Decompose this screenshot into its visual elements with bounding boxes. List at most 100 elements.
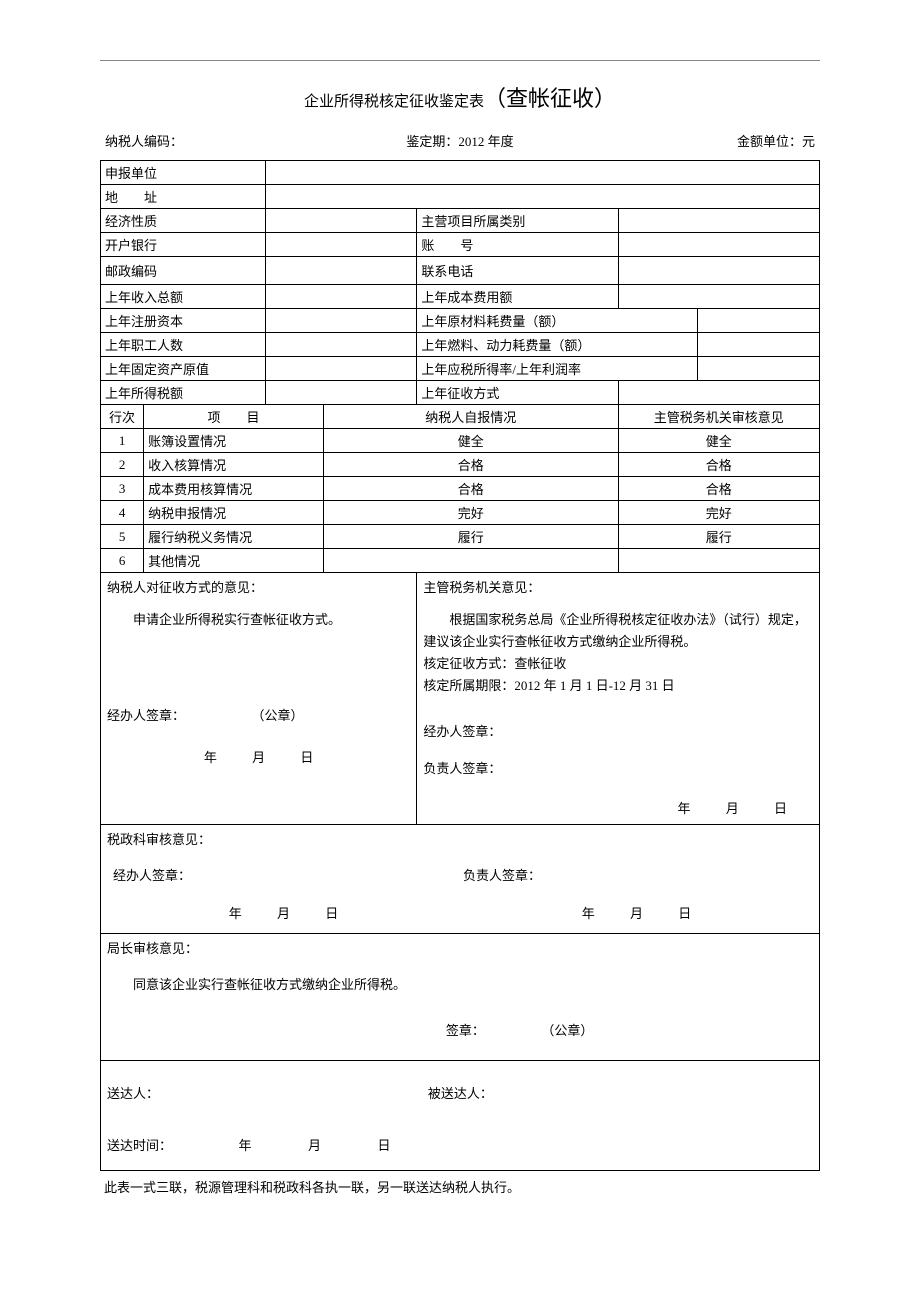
op-left-signer: 经办人签章： — [107, 708, 185, 723]
r6-n: 6 — [101, 549, 144, 573]
r4-self: 完好 — [323, 501, 618, 525]
tax-review-cell: 税政科审核意见： 经办人签章： 负责人签章： 年 月 日 年 月 日 — [101, 824, 820, 933]
val-report-unit — [266, 161, 820, 185]
top-rule — [100, 60, 820, 61]
row-bank: 开户银行 账 号 — [101, 233, 820, 257]
opinion-right-cell: 主管税务机关意见： 根据国家税务总局《企业所得税核定征收办法》（试行）规定，建议… — [417, 573, 820, 825]
tax-review-date-right: 年 月 日 — [460, 903, 813, 925]
data-row-4: 4 纳税申报情况 完好 完好 — [101, 501, 820, 525]
th-row: 行次 — [101, 405, 144, 429]
val-main-cat — [618, 209, 819, 233]
row-address: 地 址 — [101, 185, 820, 209]
row-py-tax: 上年所得税额 上年征收方式 — [101, 381, 820, 405]
row-report-unit: 申报单位 — [101, 161, 820, 185]
amount-unit: 金额单位：元 — [737, 131, 815, 150]
label-address: 地 址 — [101, 185, 266, 209]
label-bank: 开户银行 — [101, 233, 266, 257]
period: 鉴定期：2012 年度 — [406, 131, 513, 150]
r1-self: 健全 — [323, 429, 618, 453]
val-py-rate — [697, 357, 819, 381]
label-py-asset: 上年固定资产原值 — [101, 357, 266, 381]
delivery-sender: 送达人： — [107, 1083, 428, 1105]
row-py-staff: 上年职工人数 上年燃料、动力耗费量（额） — [101, 333, 820, 357]
label-phone: 联系电话 — [417, 257, 618, 285]
data-row-5: 5 履行纳税义务情况 履行 履行 — [101, 525, 820, 549]
label-account: 账 号 — [417, 233, 618, 257]
val-postal — [266, 257, 417, 285]
r4-auth: 完好 — [618, 501, 819, 525]
val-py-capital — [266, 309, 417, 333]
op-left-sign-line: 经办人签章： （公章） — [107, 705, 410, 727]
val-address — [266, 185, 820, 209]
footnote: 此表一式三联，税源管理科和税政科各执一联，另一联送达纳税人执行。 — [104, 1177, 816, 1196]
row-py-capital: 上年注册资本 上年原材料耗费量（额） — [101, 309, 820, 333]
r5-item: 履行纳税义务情况 — [144, 525, 324, 549]
r2-auth: 合格 — [618, 453, 819, 477]
data-row-3: 3 成本费用核算情况 合格 合格 — [101, 477, 820, 501]
val-phone — [618, 257, 819, 285]
op-right-signer2: 负责人签章： — [423, 758, 813, 780]
label-py-tax: 上年所得税额 — [101, 381, 266, 405]
delivery-receiver: 被送达人： — [428, 1083, 813, 1105]
r6-self — [323, 549, 618, 573]
director-header: 局长审核意见： — [107, 938, 813, 960]
op-right-header: 主管税务机关意见： — [423, 577, 813, 599]
op-right-signer1: 经办人签章： — [423, 721, 813, 743]
director-sign: 签章： — [446, 1023, 485, 1038]
opinion-row: 纳税人对征收方式的意见： 申请企业所得税实行查帐征收方式。 经办人签章： （公章… — [101, 573, 820, 825]
val-py-fuel — [697, 333, 819, 357]
op-left-seal: （公章） — [252, 708, 304, 723]
val-py-material — [697, 309, 819, 333]
op-right-body1: 根据国家税务总局《企业所得税核定征收办法》（试行）规定，建议该企业实行查帐征收方… — [423, 609, 813, 653]
r2-n: 2 — [101, 453, 144, 477]
val-bank — [266, 233, 417, 257]
r3-n: 3 — [101, 477, 144, 501]
director-body: 同意该企业实行查帐征收方式缴纳企业所得税。 — [107, 974, 813, 996]
tax-review-date-left: 年 月 日 — [107, 903, 460, 925]
director-row: 局长审核意见： 同意该企业实行查帐征收方式缴纳企业所得税。 签章： （公章） — [101, 934, 820, 1061]
val-py-asset — [266, 357, 417, 381]
th-auth: 主管税务机关审核意见 — [618, 405, 819, 429]
data-row-6: 6 其他情况 — [101, 549, 820, 573]
page-title: 企业所得税核定征收鉴定表（查帐征收） — [100, 81, 820, 113]
row-econ: 经济性质 主营项目所属类别 — [101, 209, 820, 233]
label-postal: 邮政编码 — [101, 257, 266, 285]
r4-item: 纳税申报情况 — [144, 501, 324, 525]
label-main-cat: 主营项目所属类别 — [417, 209, 618, 233]
val-py-income — [266, 285, 417, 309]
r6-auth — [618, 549, 819, 573]
tax-review-header: 税政科审核意见： — [107, 829, 813, 851]
title-big: （查帐征收） — [484, 86, 616, 111]
data-row-1: 1 账簿设置情况 健全 健全 — [101, 429, 820, 453]
table-header-row: 行次 项 目 纳税人自报情况 主管税务机关审核意见 — [101, 405, 820, 429]
data-row-2: 2 收入核算情况 合格 合格 — [101, 453, 820, 477]
val-account — [618, 233, 819, 257]
label-py-income: 上年收入总额 — [101, 285, 266, 309]
header-meta: 纳税人编码： 鉴定期：2012 年度 金额单位：元 — [105, 131, 815, 150]
director-sign-line: 签章： （公章） — [107, 1020, 813, 1042]
op-left-date: 年 月 日 — [107, 747, 410, 769]
label-py-material: 上年原材料耗费量（额） — [417, 309, 697, 333]
label-py-capital: 上年注册资本 — [101, 309, 266, 333]
r5-n: 5 — [101, 525, 144, 549]
delivery-time-line: 送达时间： 年 月 日 — [107, 1135, 813, 1157]
val-py-method — [618, 381, 819, 405]
tax-review-signer1: 经办人签章： — [107, 865, 463, 887]
label-econ: 经济性质 — [101, 209, 266, 233]
op-left-body: 申请企业所得税实行查帐征收方式。 — [107, 609, 410, 631]
label-py-staff: 上年职工人数 — [101, 333, 266, 357]
label-py-rate: 上年应税所得率/上年利润率 — [417, 357, 697, 381]
label-py-fuel: 上年燃料、动力耗费量（额） — [417, 333, 697, 357]
r3-item: 成本费用核算情况 — [144, 477, 324, 501]
val-econ — [266, 209, 417, 233]
director-cell: 局长审核意见： 同意该企业实行查帐征收方式缴纳企业所得税。 签章： （公章） — [101, 934, 820, 1061]
title-small: 企业所得税核定征收鉴定表 — [304, 94, 484, 110]
th-self: 纳税人自报情况 — [323, 405, 618, 429]
tax-review-signer2: 负责人签章： — [463, 865, 813, 887]
val-py-tax — [266, 381, 417, 405]
r5-auth: 履行 — [618, 525, 819, 549]
r5-self: 履行 — [323, 525, 618, 549]
director-seal: （公章） — [541, 1023, 593, 1038]
taxpayer-code-label: 纳税人编码： — [105, 131, 183, 150]
row-postal: 邮政编码 联系电话 — [101, 257, 820, 285]
